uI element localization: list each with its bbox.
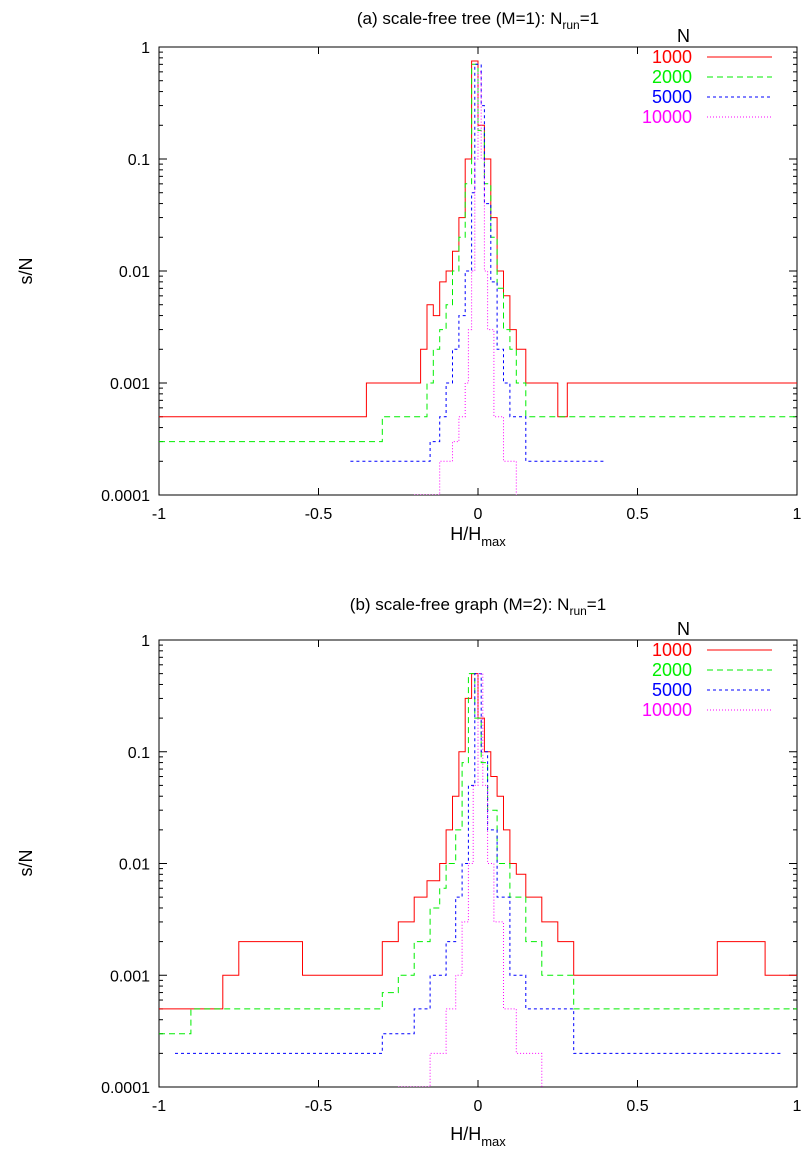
y-tick-label: 0.01 — [119, 264, 150, 281]
legend-title: N — [677, 619, 690, 639]
legend-label-1000: 1000 — [652, 640, 692, 660]
x-tick-label: 1 — [793, 506, 802, 523]
x-axis-title-b: H/Hmax — [450, 1124, 506, 1149]
y-ticks-b: 0.0001 0.001 0.01 0.1 1 — [101, 633, 797, 1097]
x-axis-title-a: H/Hmax — [450, 524, 506, 549]
y-tick-label: 0.0001 — [101, 1080, 150, 1097]
series-line-10000 — [414, 71, 517, 495]
legend-label-5000: 5000 — [652, 680, 692, 700]
series-line-5000 — [350, 63, 606, 462]
x-tick-label: 0 — [474, 1098, 483, 1115]
series-layer-b — [159, 673, 797, 1087]
series-line-5000 — [175, 673, 781, 1054]
chart-panel-a: (a) scale-free tree (M=1): Nrun=1 H/Hmax… — [16, 9, 802, 549]
panel-title-a: (a) scale-free tree (M=1): Nrun=1 — [357, 9, 599, 32]
legend-title: N — [677, 26, 690, 46]
legend-label-10000: 10000 — [642, 700, 692, 720]
y-tick-label: 0.01 — [119, 857, 150, 874]
y-tick-label: 1 — [141, 40, 150, 57]
series-line-2000 — [159, 673, 797, 1035]
y-axis-title-b: s/N — [16, 850, 36, 877]
x-tick-label: -1 — [152, 506, 166, 523]
y-tick-label: 1 — [141, 633, 150, 650]
x-tick-label: 0.5 — [626, 1098, 648, 1115]
y-tick-label: 0.0001 — [101, 488, 150, 505]
y-axis-title-a: s/N — [16, 258, 36, 285]
series-layer-a — [159, 60, 797, 495]
legend-label-5000: 5000 — [652, 87, 692, 107]
legend-label-2000: 2000 — [652, 660, 692, 680]
x-tick-label: -0.5 — [305, 1098, 333, 1115]
x-ticks-b: -1 -0.5 0 0.5 1 — [152, 640, 802, 1115]
x-tick-label: -1 — [152, 1098, 166, 1115]
x-ticks-a: -1 -0.5 0 0.5 1 — [152, 47, 802, 523]
y-tick-label: 0.1 — [128, 745, 150, 762]
y-tick-label: 0.1 — [128, 152, 150, 169]
panel-title-b: (b) scale-free graph (M=2): Nrun=1 — [350, 595, 606, 618]
legend-label-2000: 2000 — [652, 67, 692, 87]
chart-panel-b: (b) scale-free graph (M=2): Nrun=1 H/Hma… — [16, 595, 802, 1149]
y-ticks-a: 0.0001 0.001 0.01 0.1 1 — [101, 40, 797, 505]
legend-label-10000: 10000 — [642, 107, 692, 127]
legend-label-1000: 1000 — [652, 47, 692, 67]
x-tick-label: 1 — [793, 1098, 802, 1115]
y-tick-label: 0.001 — [110, 968, 150, 985]
series-line-2000 — [159, 63, 797, 443]
series-line-10000 — [398, 673, 543, 1087]
x-tick-label: 0 — [474, 506, 483, 523]
series-line-1000 — [159, 673, 797, 1010]
x-tick-label: 0.5 — [626, 506, 648, 523]
x-tick-label: -0.5 — [305, 506, 333, 523]
y-tick-label: 0.001 — [110, 376, 150, 393]
